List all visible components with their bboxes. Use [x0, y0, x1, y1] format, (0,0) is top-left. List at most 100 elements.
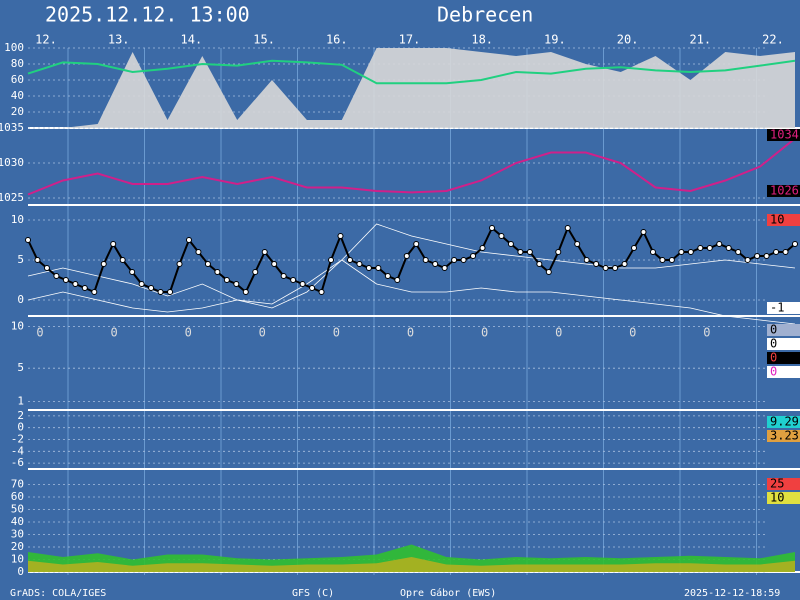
marker: [53, 273, 60, 279]
badge: 1034: [770, 128, 799, 142]
day-label: 19.: [544, 33, 566, 47]
marker: [526, 249, 533, 255]
y-tick-label: 10: [11, 319, 24, 332]
marker: [328, 257, 335, 263]
badge: 0: [770, 337, 777, 351]
marker: [687, 249, 694, 255]
value-label: 0: [555, 326, 562, 340]
marker: [536, 261, 543, 267]
marker: [564, 225, 571, 231]
marker: [621, 261, 628, 267]
badge: 10: [770, 213, 784, 227]
marker: [25, 237, 31, 243]
y-tick-label: 2: [17, 409, 24, 422]
y-tick-label: 1025: [0, 191, 24, 204]
marker: [185, 237, 192, 243]
day-label: 21.: [689, 33, 711, 47]
y-tick-label: 5: [17, 361, 24, 374]
marker: [659, 257, 666, 263]
marker: [110, 241, 117, 247]
badge-bg: [767, 492, 800, 504]
y-tick-label: 100: [4, 41, 24, 54]
marker: [157, 289, 164, 295]
marker: [91, 289, 98, 295]
badge-bg: [767, 430, 800, 442]
marker: [129, 269, 136, 275]
marker: [72, 281, 79, 287]
y-tick-label: 20: [11, 105, 24, 118]
marker: [612, 265, 619, 271]
marker: [432, 261, 439, 267]
badge: 10: [770, 491, 784, 505]
marker: [318, 289, 325, 295]
marker: [252, 269, 259, 275]
line: [27, 225, 796, 294]
y-tick-label: 40: [11, 89, 24, 102]
marker: [754, 253, 761, 259]
marker: [233, 281, 240, 287]
badge-bg: [767, 302, 800, 314]
y-tick-label: 20: [11, 540, 24, 553]
marker: [479, 245, 486, 251]
line: [27, 223, 796, 305]
marker: [261, 249, 268, 255]
marker: [422, 257, 429, 263]
badge: -1: [770, 301, 784, 315]
marker: [574, 241, 581, 247]
footer-text: GFS (C): [292, 588, 334, 599]
marker: [280, 273, 287, 279]
location: Debrecen: [437, 3, 533, 27]
badge-bg: [767, 366, 800, 378]
day-label: 17.: [399, 33, 421, 47]
y-tick-label: 1: [17, 395, 24, 408]
marker: [62, 277, 69, 283]
title: 2025.12.12. 13:00: [45, 3, 250, 27]
y-tick-label: 10: [11, 553, 24, 566]
marker: [195, 249, 202, 255]
line: [27, 259, 796, 325]
day-label: 18.: [471, 33, 493, 47]
value-label: 0: [407, 326, 414, 340]
marker: [668, 257, 675, 263]
value-label: 0: [629, 326, 636, 340]
marker: [138, 281, 145, 287]
badge: 0: [770, 351, 777, 365]
badge-bg: [767, 185, 800, 197]
badge-bg: [767, 478, 800, 490]
badge-bg: [767, 129, 800, 141]
marker: [697, 245, 704, 251]
day-label: 15.: [253, 33, 275, 47]
marker: [488, 225, 495, 231]
marker: [441, 265, 448, 271]
value-label: 0: [481, 326, 488, 340]
footer-text: Opre Gábor (EWS): [400, 587, 496, 599]
day-label: 20.: [617, 33, 639, 47]
marker: [43, 265, 50, 271]
line: [27, 59, 796, 85]
marker: [290, 277, 297, 283]
y-tick-label: 10: [11, 213, 24, 226]
y-tick-label: 0: [17, 421, 24, 434]
marker: [403, 253, 410, 259]
marker: [460, 257, 467, 263]
y-tick-label: 1035: [0, 121, 24, 134]
marker: [735, 249, 742, 255]
marker: [602, 265, 609, 271]
marker: [375, 265, 382, 271]
y-tick-label: 40: [11, 515, 24, 528]
marker: [725, 245, 732, 251]
marker: [763, 253, 770, 259]
day-label: 12.: [35, 33, 57, 47]
marker: [498, 233, 505, 239]
marker: [223, 277, 230, 283]
badge: 0: [770, 365, 777, 379]
y-tick-label: 0: [17, 565, 24, 578]
value-label: 0: [36, 326, 43, 340]
day-label: 14.: [181, 33, 203, 47]
value-label: 0: [259, 326, 266, 340]
marker: [631, 245, 638, 251]
badge: 0: [770, 323, 777, 337]
marker: [119, 257, 126, 263]
badge: 25: [770, 477, 784, 491]
